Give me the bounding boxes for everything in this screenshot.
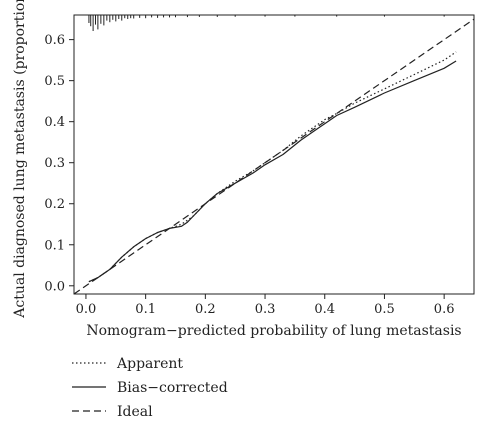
legend-label: Bias−corrected — [117, 380, 228, 396]
x-axis-title: Nomogram−predicted probability of lung m… — [86, 323, 461, 339]
x-tick-label: 0.5 — [374, 302, 395, 317]
y-tick-label: 0.3 — [44, 156, 65, 171]
series-line-dotted — [88, 51, 457, 283]
y-tick-label: 0.1 — [44, 238, 65, 253]
y-tick-label: 0.0 — [44, 279, 65, 294]
x-tick-label: 0.0 — [76, 302, 97, 317]
legend-label: Ideal — [117, 404, 153, 420]
x-tick-label: 0.3 — [255, 302, 276, 317]
y-axis-title: Actual diagnosed lung metastasis (propor… — [12, 0, 28, 319]
y-tick-label: 0.6 — [44, 33, 65, 48]
y-tick-label: 0.2 — [44, 197, 65, 212]
x-tick-label: 0.4 — [314, 302, 335, 317]
legend: Apparent Bias−corrected Ideal — [72, 356, 228, 420]
legend-label: Apparent — [116, 356, 183, 372]
plot-frame — [73, 14, 475, 295]
x-tick-label: 0.1 — [135, 302, 156, 317]
x-tick-label: 0.2 — [195, 302, 216, 317]
y-tick-label: 0.5 — [44, 74, 65, 89]
series-line-solid — [88, 60, 457, 283]
x-tick-label: 0.6 — [434, 302, 455, 317]
y-tick-label: 0.4 — [44, 115, 65, 130]
series-line-dashed — [74, 18, 474, 294]
